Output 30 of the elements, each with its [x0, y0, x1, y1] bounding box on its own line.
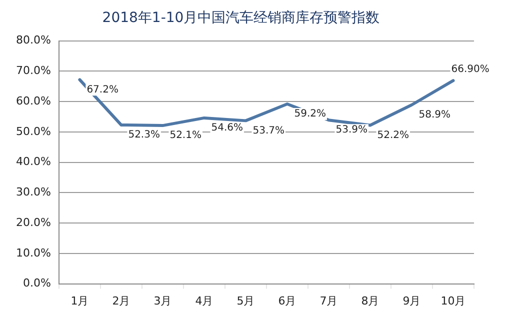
data-label: 53.9% — [336, 124, 368, 136]
y-tick-label: 60.0% — [16, 94, 51, 108]
y-tick-label: 10.0% — [16, 246, 51, 260]
y-tick-label: 80.0% — [16, 34, 51, 47]
chart-title: 2018年1-10月中国汽车经销商库存预警指数 — [102, 10, 380, 26]
y-tick-label: 40.0% — [16, 155, 51, 168]
x-tick-label: 8月 — [361, 294, 380, 308]
x-tick-label: 1月 — [70, 294, 89, 308]
x-tick-label: 2月 — [112, 294, 130, 308]
data-label: 66.90% — [451, 64, 490, 76]
data-label: 52.3% — [128, 130, 160, 141]
x-tick-label: 4月 — [195, 294, 214, 308]
x-tick-label: 6月 — [278, 294, 296, 308]
data-label: 52.2% — [377, 130, 410, 141]
y-tick-label: 0.0% — [22, 276, 51, 290]
data-label: 59.2% — [294, 108, 326, 120]
x-tick-label: 9月 — [402, 294, 421, 308]
x-tick-label: 7月 — [320, 294, 338, 308]
data-label: 52.1% — [170, 130, 202, 142]
y-tick-label: 30.0% — [16, 186, 51, 199]
data-label: 54.6% — [211, 122, 243, 134]
x-tick-label: 10月 — [440, 294, 466, 308]
y-tick-label: 70.0% — [16, 64, 51, 78]
y-tick-label: 50.0% — [16, 124, 51, 138]
y-tick-label: 20.0% — [16, 216, 51, 229]
data-label: 58.9% — [418, 109, 451, 120]
x-tick-label: 5月 — [236, 294, 255, 308]
data-label: 67.2% — [86, 84, 118, 96]
x-tick-label: 3月 — [154, 294, 172, 308]
data-label: 53.7% — [252, 125, 284, 136]
